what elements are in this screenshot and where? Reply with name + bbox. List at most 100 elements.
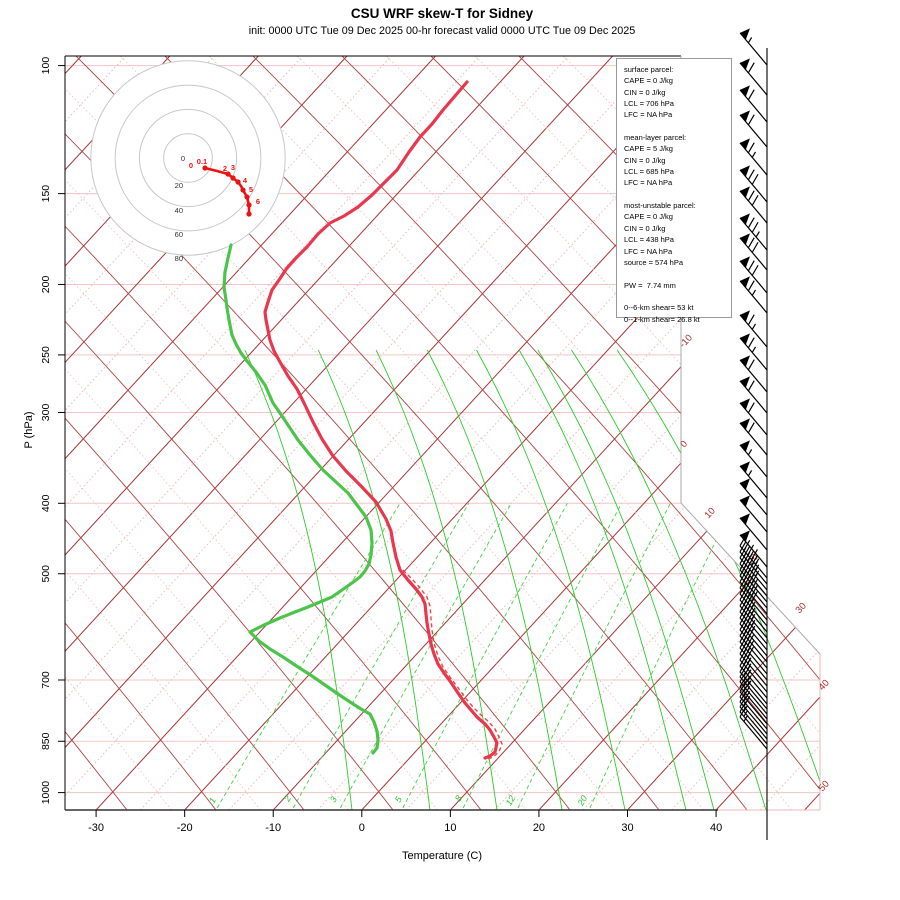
isotherm-minor-line bbox=[228, 56, 820, 810]
wind-barb bbox=[739, 681, 768, 725]
hodograph-height-label: 2 bbox=[223, 164, 227, 173]
isotherm-minor-line bbox=[317, 56, 820, 810]
info-line: LCL = 706 hPa bbox=[624, 99, 674, 109]
hodograph-trace-dot bbox=[225, 171, 231, 177]
info-line: CAPE = 5 J/kg bbox=[624, 144, 673, 154]
pressure-tick-label: 150 bbox=[40, 185, 52, 203]
mixing-ratio-line bbox=[340, 503, 512, 809]
temperature-curve bbox=[263, 80, 499, 760]
frame-line bbox=[680, 502, 821, 655]
wind-barb bbox=[739, 671, 768, 715]
isotherm-line bbox=[65, 56, 525, 810]
dry-adiabat-minor-line bbox=[65, 56, 615, 810]
pressure-tick-label: 300 bbox=[40, 404, 52, 422]
wind-barb bbox=[739, 376, 768, 414]
mixing-ratio-line bbox=[462, 503, 622, 809]
pressure-tick-label: 1000 bbox=[40, 781, 52, 805]
hodograph-trace-dot bbox=[230, 175, 236, 181]
page-title: CSU WRF skew-T for Sidney bbox=[350, 6, 534, 21]
page-subtitle: init: 0000 UTC Tue 09 Dec 2025 00-hr for… bbox=[248, 25, 636, 37]
wind-barb bbox=[739, 85, 768, 123]
isotherm-line bbox=[804, 56, 820, 810]
info-line: LFC = NA hPa bbox=[624, 178, 673, 188]
moist-adiabat-line bbox=[426, 349, 563, 810]
hodograph-height-label: 0.1 bbox=[197, 157, 207, 166]
isotherm-label: 0 bbox=[678, 439, 690, 450]
dry-adiabat-minor-line bbox=[65, 56, 704, 810]
wind-barb bbox=[739, 256, 768, 294]
isotherm-label: 50 bbox=[817, 779, 832, 794]
isotherm-label: 30 bbox=[794, 601, 809, 616]
isotherm-line bbox=[65, 56, 436, 810]
wind-barb bbox=[739, 110, 768, 148]
wind-barb bbox=[739, 513, 768, 551]
wind-barb bbox=[739, 461, 768, 499]
info-line: mean-layer parcel: bbox=[624, 133, 687, 143]
wind-barb bbox=[739, 213, 768, 251]
isotherm-minor-line bbox=[140, 56, 820, 810]
pressure-tick-label: 500 bbox=[40, 565, 52, 583]
hodograph-ring bbox=[138, 108, 238, 208]
info-line: LFC = NA hPa bbox=[624, 110, 673, 120]
info-line: PW = 7.74 mm bbox=[624, 280, 676, 290]
dry-adiabat-line bbox=[65, 56, 305, 810]
hodograph-trace-dot bbox=[246, 211, 252, 217]
dry-adiabat-line bbox=[65, 56, 217, 810]
moist-adiabat-line bbox=[571, 349, 767, 810]
mixing-ratio-line bbox=[216, 503, 401, 809]
wind-barb bbox=[739, 333, 768, 371]
isotherm-label: 10 bbox=[703, 506, 718, 521]
mixing-ratio-label: 2 bbox=[281, 794, 293, 804]
info-line: 0--6-km shear= 53 kt bbox=[624, 303, 694, 313]
isotherm-line bbox=[538, 56, 820, 810]
wind-barb bbox=[739, 398, 768, 436]
isotherm-minor-line bbox=[759, 56, 820, 810]
info-line: CIN = 0 J/kg bbox=[624, 155, 666, 165]
temperature-axis-title: Temperature (C) bbox=[401, 850, 483, 862]
info-line: most-unstable parcel: bbox=[624, 201, 696, 211]
mixing-ratio-line bbox=[402, 503, 568, 809]
dry-adiabat-minor-line bbox=[65, 56, 172, 810]
info-line bbox=[624, 121, 731, 132]
wind-barbs bbox=[739, 28, 768, 750]
hodograph-ring-label: 0 bbox=[181, 154, 185, 163]
mixing-ratio-label: 12 bbox=[504, 794, 518, 808]
dry-adiabat-line bbox=[65, 56, 571, 810]
isotherm-line bbox=[184, 56, 820, 810]
mixing-ratio-label: 5 bbox=[393, 794, 405, 804]
hodograph-ring-label: 20 bbox=[175, 181, 183, 190]
hodograph-ring-label: 60 bbox=[175, 230, 183, 239]
mixing-ratio-label: 8 bbox=[453, 794, 464, 803]
hodograph-ring-label: 40 bbox=[175, 206, 183, 215]
info-line: CIN = 0 J/kg bbox=[624, 87, 666, 97]
mixing-ratio-line bbox=[292, 503, 470, 809]
wind-barb bbox=[739, 495, 768, 533]
isotherm-line bbox=[65, 56, 702, 810]
parcel-info-box: surface parcel: CAPE = 0 J/kg CIN = 0 J/kg… bbox=[616, 58, 732, 324]
dewpoint-curve bbox=[222, 243, 380, 755]
hodograph-ring bbox=[163, 133, 213, 183]
wind-barb bbox=[739, 691, 768, 735]
wind-barb bbox=[739, 355, 768, 393]
hodograph-trace-dot bbox=[240, 187, 246, 193]
pressure-axis-title: P (hPa) bbox=[23, 411, 35, 449]
temp-tick-label: 40 bbox=[710, 822, 722, 834]
isotherm-minor-line bbox=[65, 56, 569, 810]
hodograph-height-label: 5 bbox=[249, 185, 253, 194]
wind-barb bbox=[739, 138, 768, 176]
mixing-ratio-label: 3 bbox=[328, 795, 339, 804]
dry-adiabat-line bbox=[65, 56, 482, 810]
info-line: LCL = 438 hPa bbox=[624, 235, 674, 245]
temp-tick-label: -20 bbox=[177, 822, 193, 834]
dry-adiabat-minor-line bbox=[119, 56, 792, 810]
wind-barb bbox=[739, 478, 768, 516]
wind-barb bbox=[739, 696, 768, 740]
wind-barb bbox=[739, 186, 768, 224]
info-line: surface parcel: bbox=[624, 65, 674, 74]
isotherm-line bbox=[272, 56, 820, 810]
wind-barb bbox=[739, 28, 768, 66]
virtual-temperature-curve bbox=[402, 569, 503, 760]
hodograph-trace-dot bbox=[246, 202, 252, 208]
wind-barb bbox=[739, 276, 768, 314]
